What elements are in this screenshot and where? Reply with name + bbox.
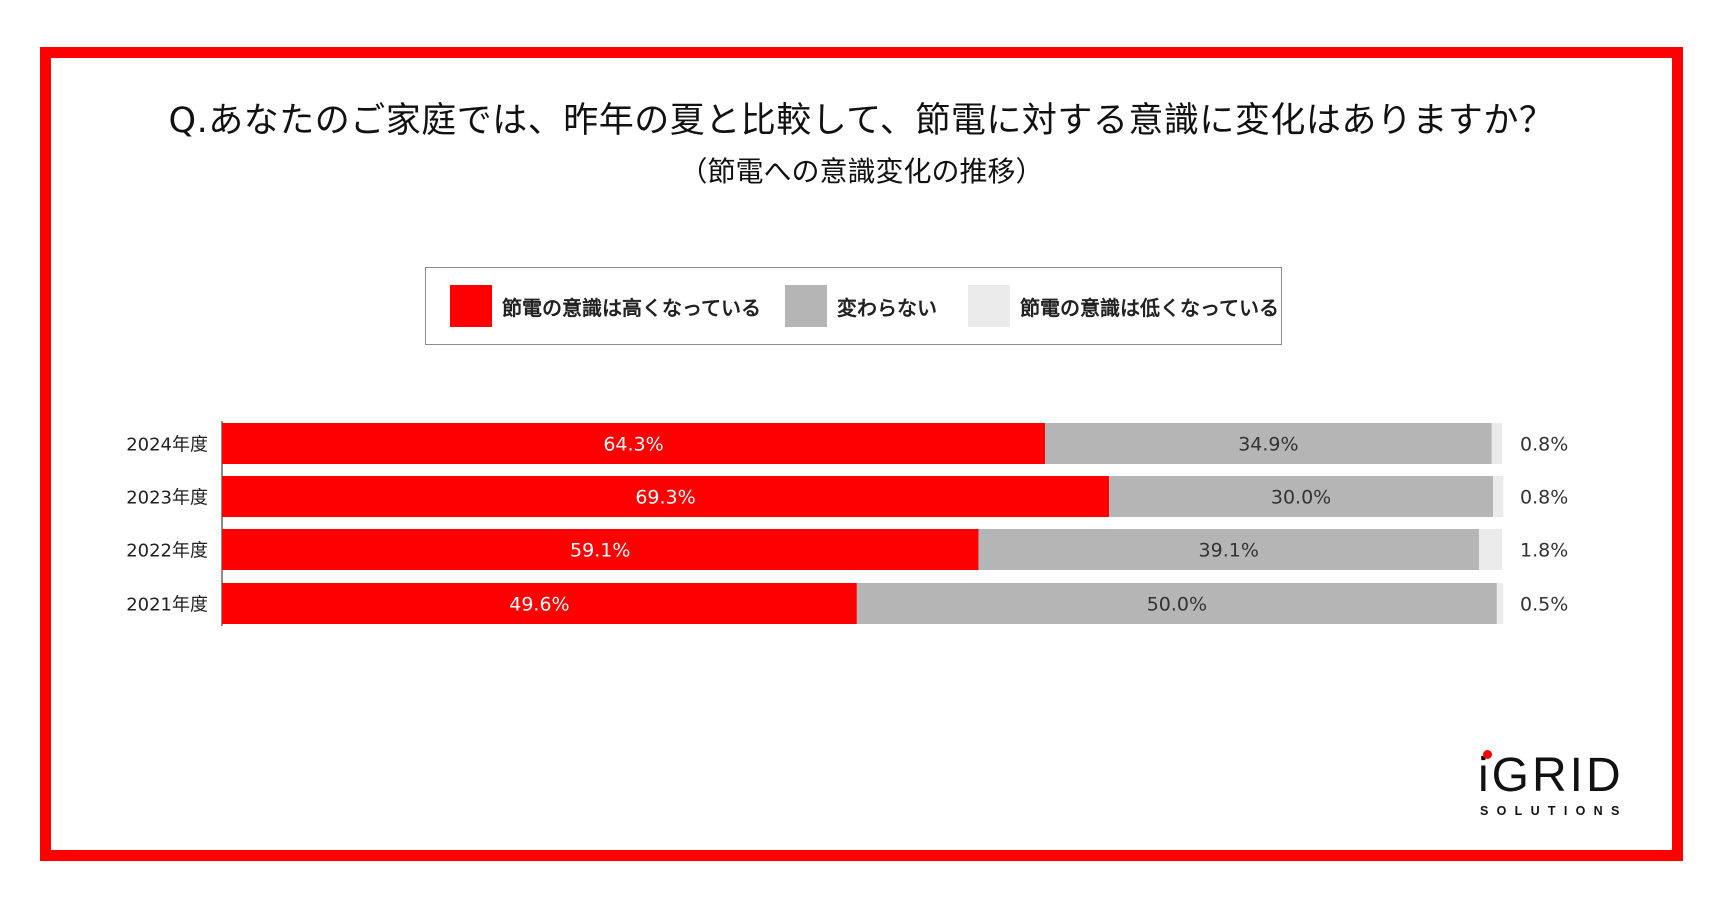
bar-lower-row-2 <box>1493 476 1504 517</box>
bar-same-row-4 <box>856 583 1497 624</box>
data-label-lower-row-1: 0.8% <box>1520 434 1568 456</box>
bar-same-row-2 <box>1109 476 1494 517</box>
legend-swatch-higher <box>450 285 492 327</box>
data-label-lower-row-2: 0.8% <box>1520 487 1568 509</box>
legend-swatch-lower <box>968 285 1010 327</box>
bar-higher-row-4 <box>222 583 857 624</box>
bar-same-row-3 <box>978 529 1479 570</box>
category-label-row-1: 2024年度 <box>126 435 208 456</box>
category-label-row-4: 2021年度 <box>126 595 208 616</box>
logo-subtext: SOLUTIONS <box>1480 804 1628 818</box>
legend-label-higher: 節電の意識は高くなっている <box>502 295 761 320</box>
data-label-same-row-1: 34.9% <box>1238 434 1298 456</box>
chart-title: Q.あなたのご家庭では、昨年の夏と比較して、節電に対する意識に変化はありますか？ <box>168 101 1555 141</box>
bar-same-row-1 <box>1045 423 1492 464</box>
chart-subtitle: （節電への意識変化の推移） <box>679 155 1044 188</box>
data-label-higher-row-3: 59.1% <box>570 540 630 562</box>
legend: 節電の意識は高くなっている 変わらない 節電の意識は低くなっている <box>425 267 1282 345</box>
data-label-lower-row-3: 1.8% <box>1520 540 1568 562</box>
bar-lower-row-4 <box>1496 583 1504 624</box>
bar-higher-row-3 <box>222 529 979 570</box>
bar-lower-row-3 <box>1478 529 1502 570</box>
data-label-lower-row-4: 0.5% <box>1520 594 1568 616</box>
legend-item-lower: 節電の意識は低くなっている <box>968 285 1279 327</box>
logo-dot-icon <box>1483 750 1492 759</box>
data-label-higher-row-4: 49.6% <box>509 594 569 616</box>
category-label-row-3: 2022年度 <box>126 541 208 562</box>
data-label-higher-row-2: 69.3% <box>635 487 695 509</box>
bar-higher-row-2 <box>222 476 1110 517</box>
data-label-same-row-2: 30.0% <box>1271 487 1331 509</box>
red-frame <box>40 47 1683 861</box>
data-label-same-row-3: 39.1% <box>1199 540 1259 562</box>
bar-higher-row-1 <box>222 423 1046 464</box>
legend-label-same: 変わらない <box>837 295 937 320</box>
legend-label-lower: 節電の意識は低くなっている <box>1020 295 1279 320</box>
legend-item-higher: 節電の意識は高くなっている <box>450 285 761 327</box>
legend-item-same: 変わらない <box>785 285 937 327</box>
bar-lower-row-1 <box>1491 423 1502 464</box>
legend-swatch-same <box>785 285 827 327</box>
logo-wordmark: iGRID <box>1478 749 1624 802</box>
category-label-row-2: 2023年度 <box>126 488 208 509</box>
igrid-logo: iGRID SOLUTIONS <box>1478 749 1648 818</box>
data-label-same-row-4: 50.0% <box>1147 594 1207 616</box>
data-label-higher-row-1: 64.3% <box>603 434 663 456</box>
